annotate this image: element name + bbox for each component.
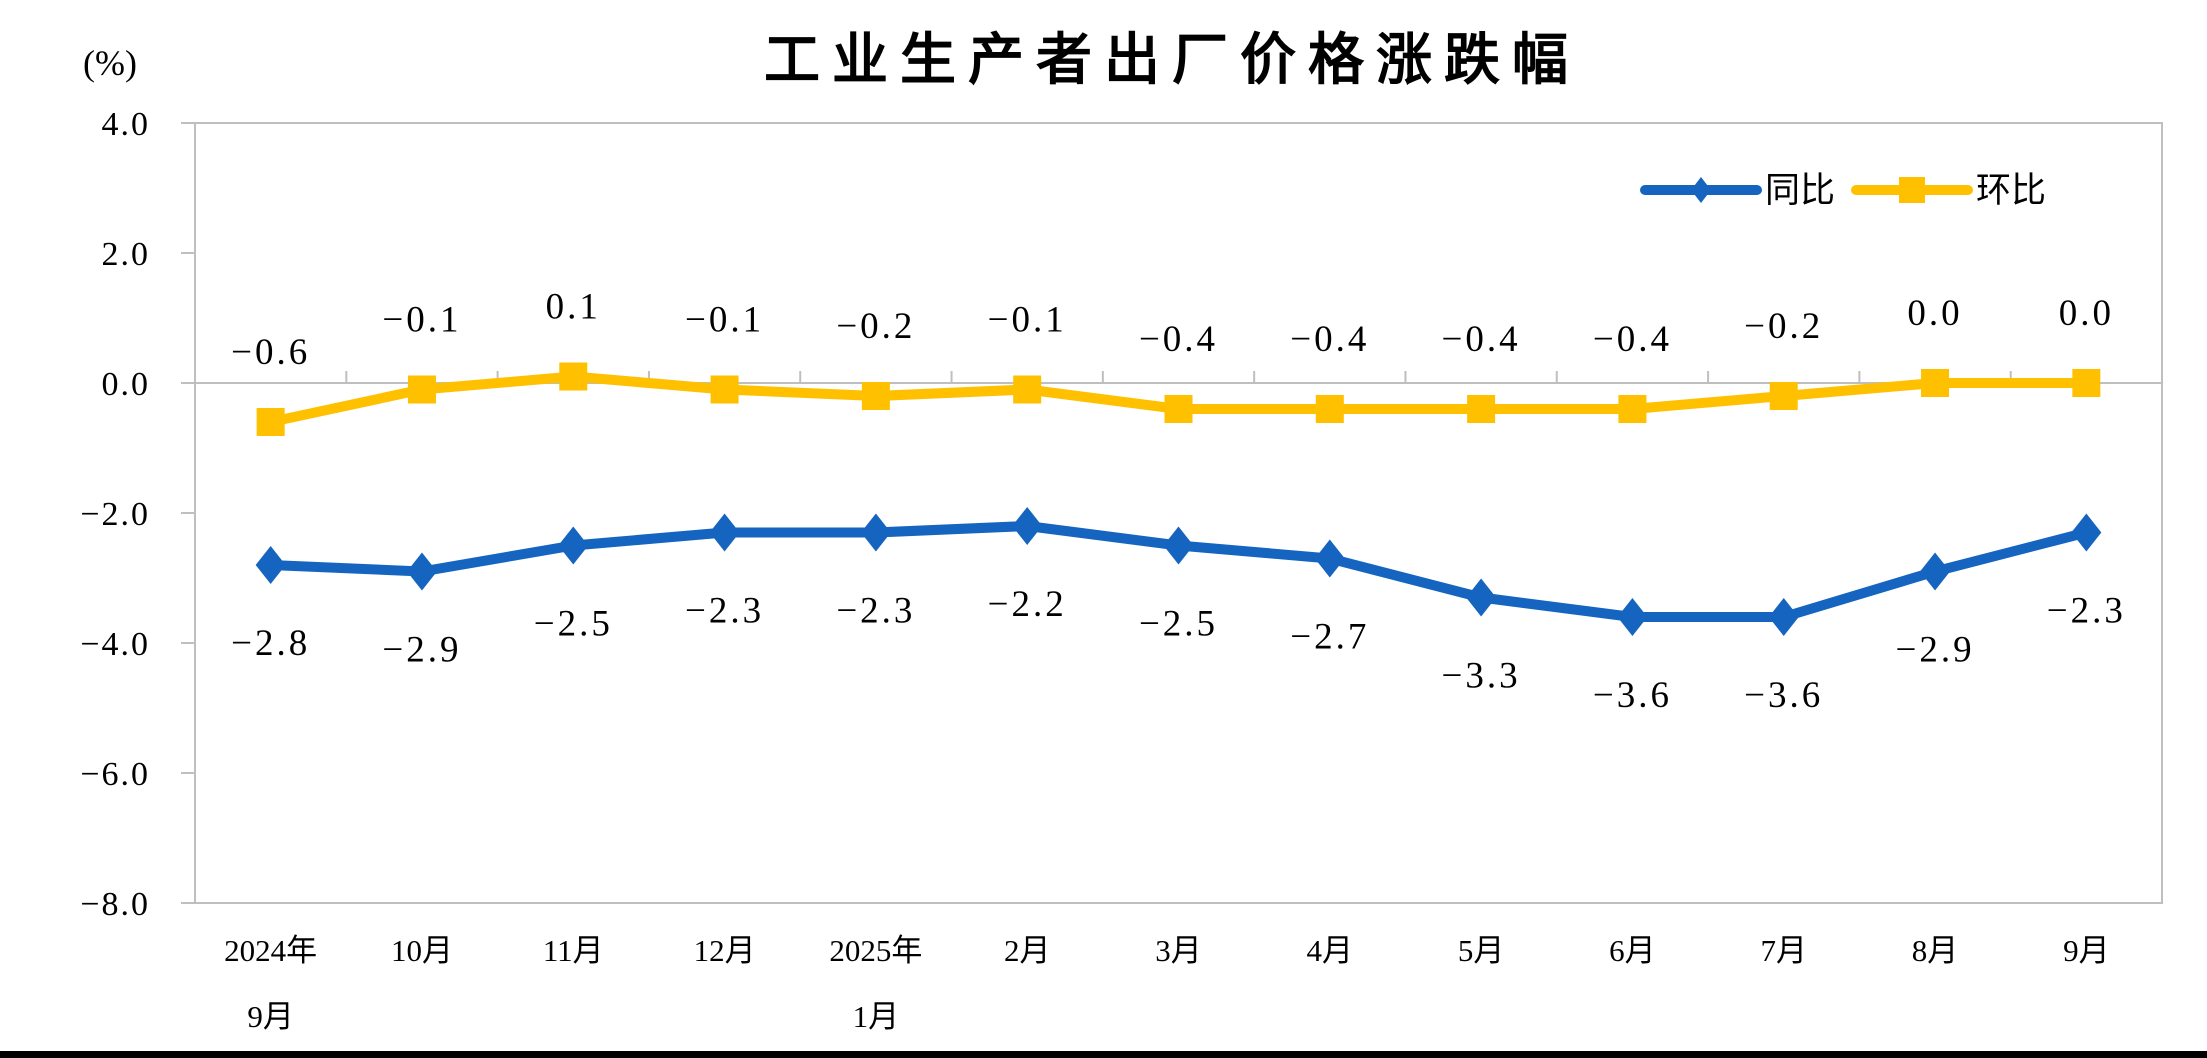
x-axis-category-label: 2月 [1004, 933, 1051, 968]
data-label-yoy: −2.9 [1895, 630, 1974, 671]
marker-diamond [1163, 526, 1194, 565]
marker-square [1467, 395, 1496, 423]
marker-square [256, 408, 285, 436]
x-axis-category-label: 5月 [1458, 933, 1505, 968]
x-axis-category-label: 2025年 [829, 933, 922, 968]
data-label-yoy: −2.8 [231, 623, 310, 664]
data-label-mom: 0.0 [2059, 293, 2114, 334]
y-axis-tick-label: −2.0 [80, 496, 150, 533]
x-axis-category-label: 4月 [1307, 933, 1354, 968]
data-label-mom: −0.2 [1744, 306, 1823, 347]
legend: 同比 环比 [1640, 171, 2046, 210]
y-axis-tick-label: 4.0 [102, 106, 151, 143]
y-axis-unit-label: (%) [83, 43, 137, 83]
plot-area: 4.0 2.0 0.0 −2.0 −4.0 −6.0 −8.0 2024年 9月 10月 11月 12… [80, 106, 2163, 1034]
legend-item-yoy: 同比 [1640, 171, 1835, 210]
data-label-yoy: −2.2 [988, 584, 1067, 625]
series-yoy: −2.8 −2.9 −2.5 −2.3 −2.3 −2.2 −2.5 −2.7 −3.3 −3.6… [231, 507, 2126, 716]
y-axis-tick-label: −4.0 [80, 626, 150, 663]
series-layer: −2.8 −2.9 −2.5 −2.3 −2.3 −2.2 −2.5 −2.7 −3.3 −3.6… [231, 287, 2126, 717]
x-axis-category-label: 6月 [1609, 933, 1656, 968]
y-axis-tick-label: 0.0 [102, 366, 151, 403]
marker-square [861, 382, 890, 410]
legend-marker-diamond [1691, 177, 1711, 203]
x-axis-category-label: 9月 [247, 999, 294, 1034]
marker-square [1921, 369, 1950, 397]
data-label-yoy: −2.3 [836, 591, 915, 632]
marker-square [710, 375, 739, 404]
x-axis-category-label: 7月 [1760, 933, 1807, 968]
series-mom: −0.6 −0.1 0.1 −0.1 −0.2 −0.1 −0.4 −0.4 −0.4 −0.4 −… [231, 287, 2114, 436]
marker-diamond [1920, 552, 1951, 591]
data-label-yoy: −2.5 [1139, 604, 1218, 645]
x-axis-category-label: 1月 [853, 999, 900, 1034]
data-label-yoy: −2.3 [2047, 591, 2126, 632]
x-axis-category-label: 8月 [1912, 933, 1959, 968]
marker-diamond [860, 513, 891, 552]
chart-title: 工业生产者出厂价格涨跌幅 [764, 28, 1580, 91]
marker-diamond [558, 526, 589, 565]
data-label-mom: −0.4 [1442, 319, 1521, 360]
data-label-mom: −0.2 [836, 306, 915, 347]
data-label-mom: −0.4 [1593, 319, 1672, 360]
data-label-mom: 0.1 [546, 287, 601, 328]
data-label-yoy: −2.3 [685, 591, 764, 632]
data-label-yoy: −3.6 [1593, 675, 1672, 716]
marker-square [559, 362, 588, 391]
marker-square [1164, 395, 1193, 423]
data-label-mom: −0.1 [382, 300, 461, 341]
marker-diamond [1012, 507, 1043, 545]
x-axis-category-label: 2024年 [224, 933, 317, 968]
x-axis-category-label: 12月 [694, 933, 756, 968]
data-label-yoy: −3.3 [1442, 656, 1521, 697]
data-label-mom: −0.1 [685, 300, 764, 341]
marker-square [1315, 395, 1344, 423]
data-label-yoy: −3.6 [1744, 675, 1823, 716]
data-label-mom: −0.6 [231, 332, 310, 373]
marker-square [2072, 369, 2101, 397]
marker-diamond [1314, 539, 1345, 578]
y-axis-tick-label: −6.0 [80, 756, 150, 793]
data-label-yoy: −2.9 [382, 630, 461, 671]
marker-square [1013, 375, 1042, 404]
data-label-mom: 0.0 [1907, 293, 1962, 334]
y-axis-tick-label: −8.0 [80, 886, 150, 923]
marker-diamond [255, 546, 286, 584]
x-axis-category-label: 10月 [391, 933, 453, 968]
x-axis-category-label: 3月 [1155, 933, 1202, 968]
bottom-divider-bar [0, 1051, 2207, 1058]
legend-item-mom: 环比 [1851, 171, 2046, 210]
marker-diamond [1617, 598, 1648, 636]
data-label-mom: −0.4 [1139, 319, 1218, 360]
marker-diamond [2071, 513, 2102, 552]
marker-square [407, 375, 436, 404]
marker-square [1769, 382, 1798, 410]
x-axis-category-label: 9月 [2063, 933, 2110, 968]
marker-diamond [406, 552, 437, 591]
x-axis-category-label: 11月 [543, 933, 604, 968]
data-label-yoy: −2.5 [534, 604, 613, 645]
data-label-yoy: −2.7 [1290, 617, 1369, 658]
legend-label-yoy: 同比 [1765, 171, 1835, 210]
y-axis-tick-label: 2.0 [102, 236, 151, 273]
data-label-mom: −0.4 [1290, 319, 1369, 360]
data-label-mom: −0.1 [988, 300, 1067, 341]
legend-marker-square [1899, 177, 1925, 203]
legend-label-mom: 环比 [1976, 171, 2046, 210]
marker-diamond [1466, 578, 1497, 617]
marker-square [1618, 395, 1647, 423]
marker-diamond [709, 513, 740, 552]
marker-diamond [1768, 598, 1799, 636]
